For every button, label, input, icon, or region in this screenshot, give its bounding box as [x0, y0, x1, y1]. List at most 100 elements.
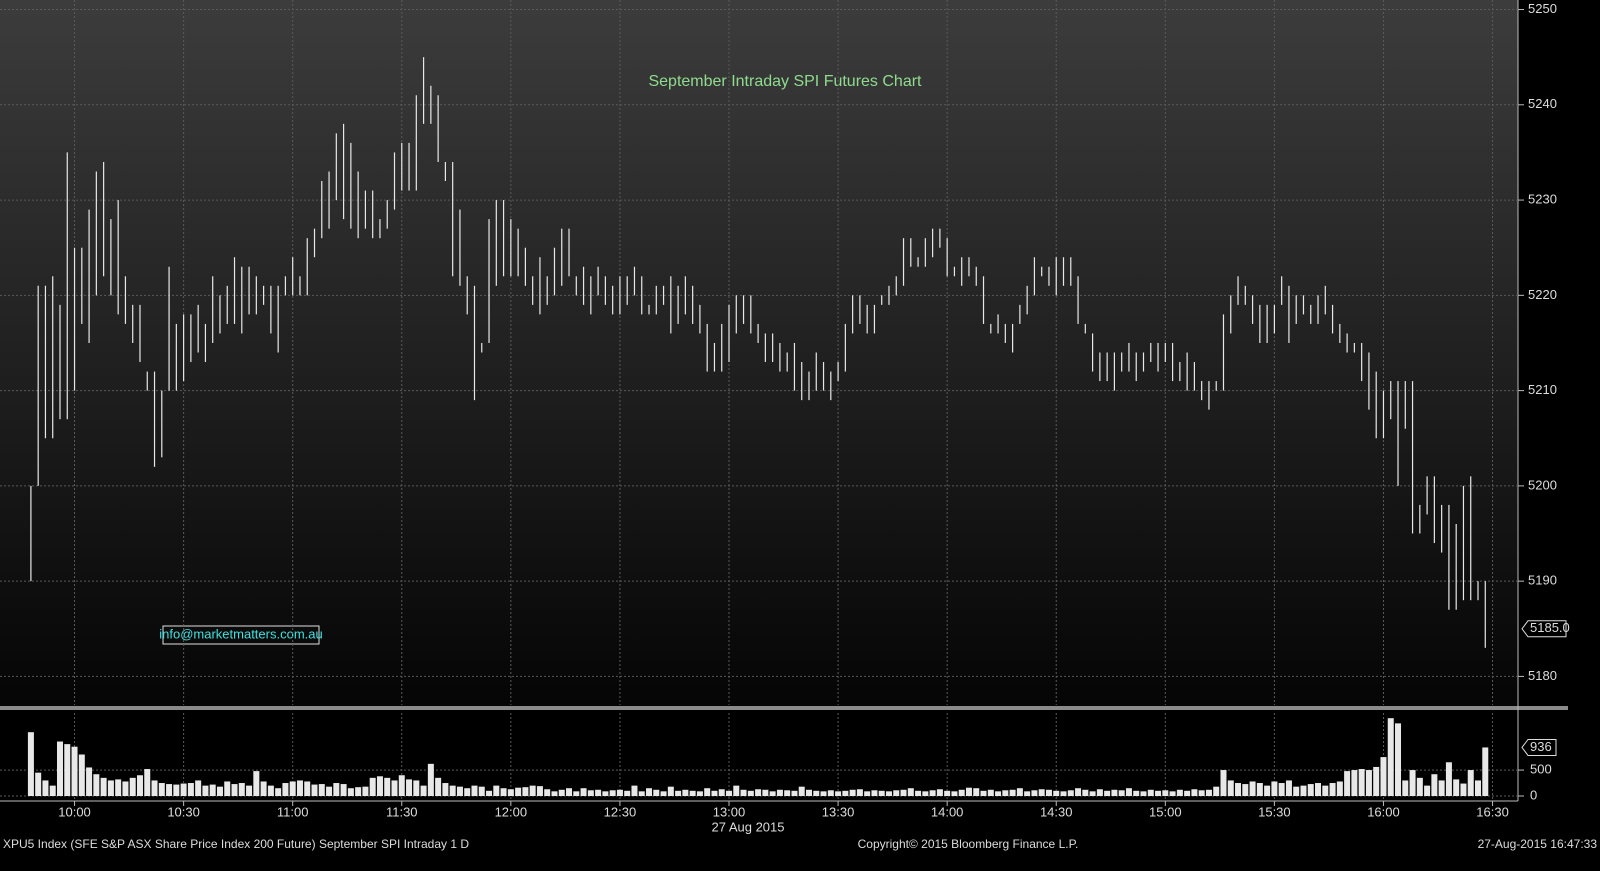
volume-bar — [1445, 762, 1452, 796]
volume-bar — [1307, 784, 1314, 796]
volume-bar — [1482, 747, 1489, 796]
volume-bar — [1365, 770, 1372, 796]
volume-bar — [740, 789, 747, 796]
volume-bar — [653, 789, 660, 796]
volume-bar — [1358, 769, 1365, 796]
volume-bar — [326, 786, 333, 796]
volume-bar — [406, 779, 413, 796]
volume-bar — [849, 789, 856, 796]
volume-bar — [49, 785, 56, 796]
volume-bar — [631, 785, 638, 796]
volume-bar — [1205, 789, 1212, 796]
volume-bar — [1147, 789, 1154, 796]
volume-bar — [1198, 790, 1205, 796]
volume-bar — [1395, 723, 1402, 796]
volume-bar — [1104, 790, 1111, 796]
last-price-marker — [1521, 620, 1567, 638]
volume-bar — [1264, 785, 1271, 796]
volume-bar — [747, 790, 754, 796]
volume-bar — [646, 788, 653, 796]
volume-bar — [856, 789, 863, 796]
volume-bar — [355, 787, 362, 796]
volume-bar — [1278, 783, 1285, 796]
volume-bar — [813, 790, 820, 796]
volume-bar — [449, 785, 456, 796]
volume-bar — [1344, 771, 1351, 796]
volume-bar — [995, 791, 1002, 796]
y-tick-label: 5210 — [1528, 382, 1557, 397]
volume-bar — [129, 777, 136, 796]
volume-y-tick-label: 500 — [1530, 762, 1552, 777]
x-tick-label: 11:30 — [386, 804, 418, 819]
volume-bar — [464, 788, 471, 796]
x-tick-label: 15:00 — [1149, 804, 1182, 819]
volume-bar — [202, 785, 209, 796]
volume-bar — [842, 790, 849, 796]
volume-bar — [609, 790, 616, 796]
volume-bar — [187, 783, 194, 796]
volume-bar — [1016, 788, 1023, 796]
volume-bar — [1075, 788, 1082, 796]
volume-bar — [878, 790, 885, 796]
volume-bar — [1060, 791, 1067, 796]
volume-bar — [675, 790, 682, 796]
volume-bar — [1067, 790, 1074, 796]
volume-bar — [885, 791, 892, 796]
volume-bar — [333, 783, 340, 796]
volume-bar — [78, 754, 85, 796]
volume-bar — [347, 788, 354, 796]
volume-bar — [776, 789, 783, 796]
x-tick-label: 14:00 — [931, 804, 964, 819]
volume-bar — [1140, 791, 1147, 796]
volume-bar — [209, 784, 216, 796]
volume-bar — [1220, 770, 1227, 796]
volume-bar — [398, 775, 405, 796]
volume-bar — [1213, 786, 1220, 796]
volume-bar — [1351, 770, 1358, 796]
volume-bar — [1336, 781, 1343, 796]
volume-bar — [573, 791, 580, 796]
volume-bar — [893, 790, 900, 796]
volume-bar — [362, 786, 369, 796]
volume-bar — [1045, 789, 1052, 796]
volume-bar — [929, 790, 936, 796]
volume-bar — [1038, 789, 1045, 796]
volume-bar — [173, 784, 180, 796]
volume-bar — [922, 791, 929, 796]
volume-bar — [965, 787, 972, 796]
volume-bar — [93, 774, 100, 796]
last-volume-label: 936 — [1530, 739, 1552, 754]
volume-bar — [791, 790, 798, 796]
volume-bar — [689, 790, 696, 796]
volume-bar — [1467, 770, 1474, 796]
volume-bar — [158, 783, 165, 796]
volume-bar — [784, 790, 791, 796]
volume-bar — [1409, 770, 1416, 796]
volume-bar — [980, 790, 987, 796]
volume-bar — [144, 769, 151, 796]
volume-bar — [376, 776, 383, 796]
volume-bar — [1249, 781, 1256, 796]
volume-bar — [1053, 790, 1060, 796]
volume-bar — [1009, 789, 1016, 796]
x-tick-label: 10:00 — [58, 804, 91, 819]
x-tick-label: 13:30 — [822, 804, 855, 819]
volume-bar — [1169, 791, 1176, 796]
volume-bar — [973, 788, 980, 796]
volume-bar — [267, 785, 274, 796]
volume-bar — [1475, 780, 1482, 796]
volume-bar — [1315, 783, 1322, 796]
x-axis-label: 27 Aug 2015 — [711, 819, 784, 834]
volume-bar — [864, 791, 871, 796]
volume-bar — [224, 781, 231, 796]
y-tick-label: 5230 — [1528, 192, 1557, 207]
price-panel — [0, 0, 1518, 706]
volume-bar — [384, 777, 391, 796]
volume-bar — [522, 787, 529, 796]
volume-bar — [602, 791, 609, 796]
volume-bar — [311, 784, 318, 796]
volume-bar — [507, 789, 514, 796]
volume-bar — [1293, 786, 1300, 796]
volume-bar — [427, 763, 434, 796]
volume-bar — [820, 791, 827, 796]
